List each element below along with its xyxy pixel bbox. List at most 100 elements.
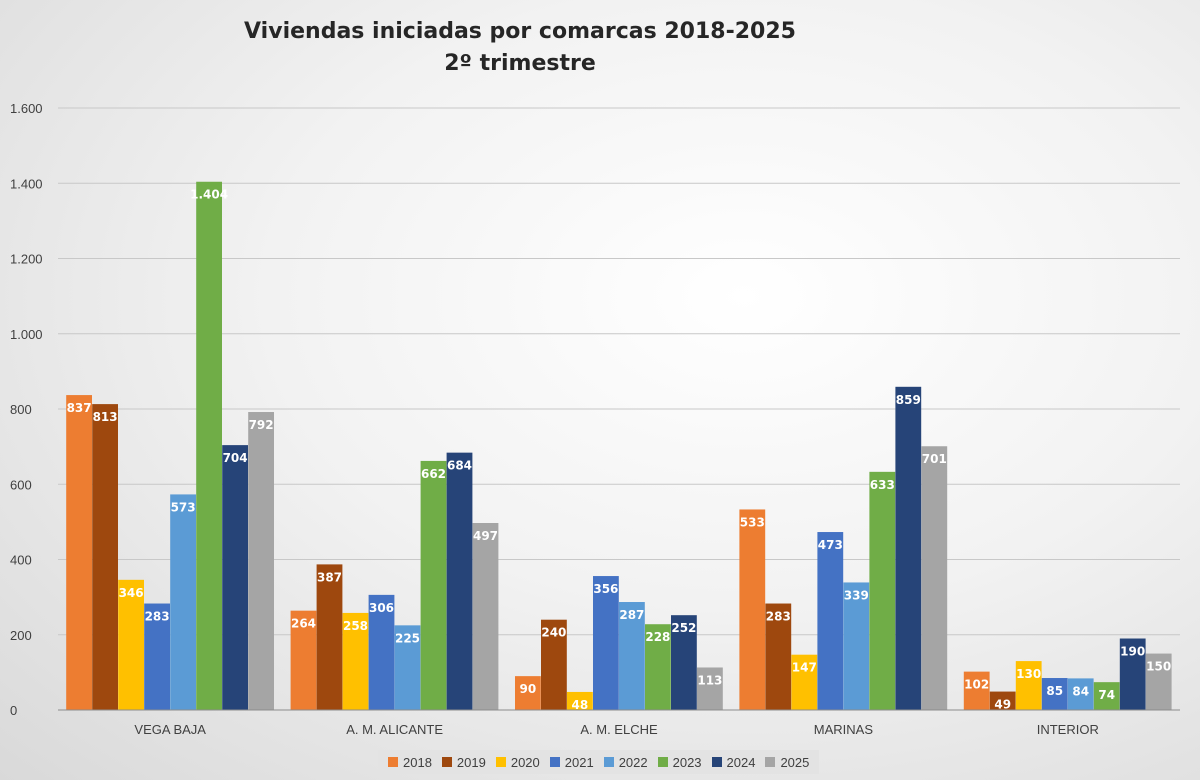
bar-2020-5 xyxy=(1015,661,1042,710)
y-tick-label: 1.200 xyxy=(10,252,43,267)
legend-swatch xyxy=(441,757,452,767)
legend-swatch xyxy=(765,757,776,767)
data-label: 48 xyxy=(572,698,589,712)
legend-item-2021: 2021 xyxy=(549,755,594,770)
bar-2020-2 xyxy=(342,612,369,710)
data-label: 662 xyxy=(421,467,446,481)
data-label: 533 xyxy=(740,515,765,529)
y-tick-label: 1.600 xyxy=(10,101,43,116)
y-tick-label: 1.400 xyxy=(10,176,43,191)
data-label: 85 xyxy=(1046,684,1063,698)
bar-2024-4 xyxy=(895,386,922,710)
bar-2022-1 xyxy=(170,494,196,710)
legend-label: 2025 xyxy=(780,754,810,770)
bar-2025-3 xyxy=(697,667,723,710)
bar-2021-5 xyxy=(1041,678,1068,710)
data-label: 102 xyxy=(964,678,989,692)
bar-2023-1 xyxy=(196,181,222,710)
bar-2025-1 xyxy=(248,412,274,710)
data-label: 837 xyxy=(67,401,92,415)
data-label: 473 xyxy=(818,538,843,552)
legend-item-2024: 2024 xyxy=(711,755,755,770)
bar-2020-4 xyxy=(791,654,818,710)
bar-2025-4 xyxy=(921,446,948,710)
data-label: 573 xyxy=(171,500,196,514)
data-label: 306 xyxy=(369,601,394,615)
bar-2018-1 xyxy=(66,395,92,710)
data-label: 704 xyxy=(223,451,248,465)
data-label: 633 xyxy=(870,478,895,492)
bar-2018-2 xyxy=(290,610,317,710)
data-label: 240 xyxy=(541,626,566,640)
y-tick-label: 0 xyxy=(10,703,17,718)
data-label: 387 xyxy=(317,570,342,584)
legend-swatch xyxy=(549,757,560,767)
data-label: 1.404 xyxy=(190,188,228,202)
data-label: 287 xyxy=(619,608,644,622)
bar-2019-3 xyxy=(541,619,567,710)
bar-2024-5 xyxy=(1119,638,1146,710)
data-label: 346 xyxy=(119,586,144,600)
legend-label: 2018 xyxy=(403,754,432,770)
bar-2020-1 xyxy=(118,579,144,710)
chart-title: Viviendas iniciadas por comarcas 2018-20… xyxy=(244,19,796,44)
bar-2019-5 xyxy=(989,691,1016,710)
y-tick-label: 400 xyxy=(10,553,32,568)
bar-2018-4 xyxy=(739,509,766,710)
category-label: MARINAS xyxy=(814,722,874,737)
chart-subtitle: 2º trimestre xyxy=(444,51,596,76)
legend-item-2019: 2019 xyxy=(441,754,486,770)
y-tick-label: 600 xyxy=(10,477,32,492)
bar-2023-5 xyxy=(1093,682,1120,710)
legend-label: 2019 xyxy=(456,754,486,770)
bar-2021-1 xyxy=(144,603,170,710)
data-label: 150 xyxy=(1146,660,1171,674)
data-label: 90 xyxy=(520,682,537,696)
data-label: 225 xyxy=(395,631,420,645)
legend-item-2023: 2023 xyxy=(657,754,702,770)
y-tick-label: 200 xyxy=(10,628,32,643)
data-label: 74 xyxy=(1098,688,1115,702)
bar-2023-3 xyxy=(645,624,671,710)
bar-2019-1 xyxy=(92,404,118,710)
bar-2025-5 xyxy=(1145,653,1172,710)
data-label: 813 xyxy=(93,410,118,424)
bar-2023-2 xyxy=(420,460,447,710)
data-label: 283 xyxy=(145,610,170,624)
bar-2018-5 xyxy=(963,671,990,710)
y-tick-label: 1.000 xyxy=(10,327,43,342)
legend-item-2020: 2020 xyxy=(495,755,540,770)
data-label: 859 xyxy=(896,393,921,407)
data-label: 190 xyxy=(1120,645,1145,659)
bar-2020-3 xyxy=(567,691,593,710)
bar-2021-4 xyxy=(817,532,844,710)
legend-swatch xyxy=(603,757,614,767)
data-label: 792 xyxy=(249,418,274,432)
data-label: 356 xyxy=(593,582,618,596)
bar-2019-4 xyxy=(765,603,792,710)
chart-title-block: Viviendas iniciadas por comarcas 2018-20… xyxy=(140,16,900,80)
bar-2018-3 xyxy=(515,676,541,710)
category-label: VEGA BAJA xyxy=(134,722,206,737)
category-label: A. M. ELCHE xyxy=(580,722,658,737)
legend-item-2025: 2025 xyxy=(765,755,809,770)
data-label: 258 xyxy=(343,619,368,633)
bar-2022-3 xyxy=(619,602,645,710)
data-label: 283 xyxy=(766,610,791,624)
legend-swatch xyxy=(711,757,722,767)
data-label: 339 xyxy=(844,588,869,602)
data-label: 130 xyxy=(1016,667,1041,681)
data-label: 701 xyxy=(922,452,947,466)
category-label: A. M. ALICANTE xyxy=(346,722,443,737)
data-label: 147 xyxy=(792,661,817,675)
bar-2024-1 xyxy=(222,445,248,710)
y-tick-label: 800 xyxy=(10,402,32,417)
legend-swatch xyxy=(495,757,506,767)
data-label: 113 xyxy=(697,673,722,687)
bar-2022-2 xyxy=(394,625,421,710)
bar-2025-2 xyxy=(472,523,499,710)
bar-2021-2 xyxy=(368,594,395,710)
legend-label: 2023 xyxy=(672,754,702,770)
